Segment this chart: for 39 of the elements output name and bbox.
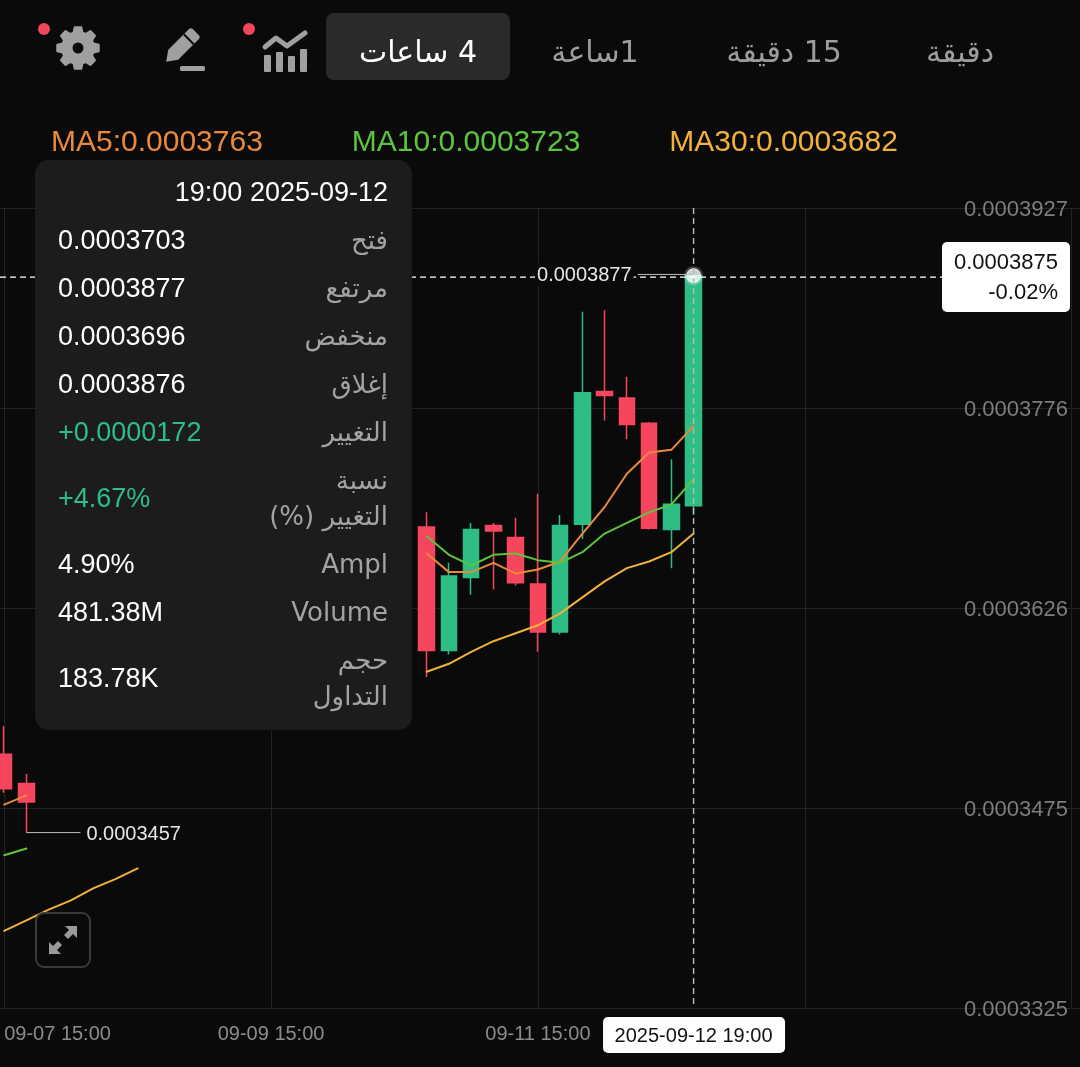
text: 15 دقيقة [726,34,842,70]
annotation: مرتفع [325,272,388,306]
annotation: التغيير [322,416,388,450]
y-tick-label: 0.0003475 [964,796,1068,822]
annotation: نسبة التغيير (%) [268,464,388,534]
ref-line-label: 2025-09-12 19:00 [614,1024,773,1046]
y-tick-label: 0.0003325 [964,995,1068,1021]
text: MA30:0.0003682 [669,123,898,157]
annotation: 0.0003696 [58,320,186,353]
annotation: فتح [350,224,388,257]
annotation: 0.0003876 [58,368,186,401]
annotation: +0.0000172 [58,416,202,449]
annotation: 0.0003877 [537,263,632,286]
annotation: +4.67% [58,482,151,515]
ref-line-label: 0.0003875 [954,248,1058,277]
text: دقيقة [925,34,995,70]
x-tick-label: 09-09 15:00 [217,1022,325,1044]
annotation: حجم التداول [311,644,388,714]
annotation: 481.38M [58,596,164,629]
x-tick-label: 09-07 15:00 [4,1022,111,1044]
annotation: Volume [291,596,388,629]
annotation: 0.0003877 [58,272,186,305]
y-tick-label: 0.0003626 [964,595,1068,621]
annotation: Ampl [321,548,388,581]
annotation: إغلاق [331,368,388,402]
annotation: 0.0003703 [58,224,186,257]
annotation: منخفض [304,320,388,354]
y-tick-label: 0.0003927 [964,195,1068,221]
text: 19:00 2025-09-12 [174,177,388,207]
text: 1ساعة [551,34,639,70]
annotation: -0.02% [987,278,1058,307]
y-tick-label: 0.0003776 [964,396,1068,422]
annotation: 183.78K [58,662,159,695]
annotation: 4.90% [58,548,135,581]
text: MA10:0.0003723 [351,123,581,157]
text: 4 ساعات [358,34,478,70]
x-tick-label: 09-11 15:00 [485,1022,591,1044]
text: MA5:0.0003763 [51,123,263,157]
annotation: 0.0003457 [86,821,181,844]
